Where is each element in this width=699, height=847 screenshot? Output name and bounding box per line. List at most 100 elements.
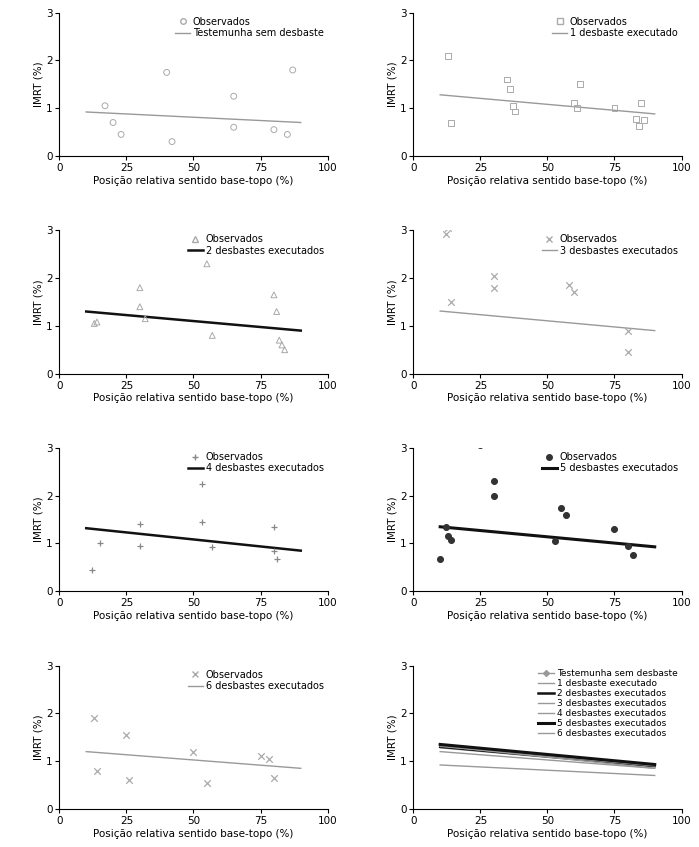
Y-axis label: IMRT (%): IMRT (%) [33,280,43,324]
Point [228,90,239,103]
Point [196,515,207,529]
Point [92,315,103,329]
Point [188,745,199,758]
Point [263,752,274,766]
Point [99,99,110,113]
Y-axis label: IMRT (%): IMRT (%) [33,62,43,107]
Point [502,73,513,86]
Y-axis label: IMRT (%): IMRT (%) [33,715,43,760]
Point [268,123,280,136]
Point [555,501,566,514]
Point [207,329,218,342]
Point [134,539,145,552]
Point [268,544,280,557]
Point [622,324,633,337]
Point [94,537,106,551]
Point [134,518,145,531]
Point [488,474,499,488]
Point [268,288,280,302]
Point [507,99,518,113]
Point [445,296,456,309]
Point [134,281,145,295]
Point [271,305,282,318]
Point [282,128,293,141]
Point [635,97,647,110]
Point [86,563,97,577]
Point [255,750,266,763]
Legend: Observados, 3 desbastes executados: Observados, 3 desbastes executados [541,233,679,257]
Point [201,776,212,789]
Point [442,529,454,543]
X-axis label: Posição relativa sentido base-topo (%): Posição relativa sentido base-topo (%) [447,175,648,185]
Point [268,520,280,534]
Point [609,102,620,115]
Point [622,539,633,552]
Point [633,119,644,133]
Point [134,300,145,313]
Point [488,281,499,295]
X-axis label: Posição relativa sentido base-topo (%): Posição relativa sentido base-topo (%) [447,611,648,621]
Point [268,771,280,784]
Point [108,116,119,130]
Point [207,540,218,554]
Point [571,102,582,115]
Point [628,549,639,562]
Point [442,49,454,63]
Point [563,279,575,292]
Y-axis label: IMRT (%): IMRT (%) [387,280,397,324]
Point [574,78,585,91]
Point [488,269,499,283]
Legend: Observados, 2 desbastes executados: Observados, 2 desbastes executados [187,233,324,257]
Point [228,120,239,134]
Legend: Observados, 5 desbastes executados: Observados, 5 desbastes executados [541,451,679,474]
Point [196,477,207,490]
Point [124,773,135,787]
Point [271,552,282,566]
Point [569,285,580,299]
Y-axis label: IMRT (%): IMRT (%) [33,497,43,542]
Y-axis label: IMRT (%): IMRT (%) [387,715,397,760]
Point [569,97,580,110]
Point [475,438,486,451]
Point [442,221,454,235]
Point [550,534,561,548]
Point [488,489,499,502]
Point [435,552,446,566]
Y-axis label: IMRT (%): IMRT (%) [387,62,397,107]
Point [166,135,178,148]
X-axis label: Posição relativa sentido base-topo (%): Posição relativa sentido base-topo (%) [93,393,294,403]
Legend: Observados, 4 desbastes executados: Observados, 4 desbastes executados [187,451,324,474]
Point [201,257,212,270]
Point [279,343,290,357]
Point [638,113,649,127]
Point [561,508,572,522]
Point [115,128,127,141]
Legend: Observados, Testemunha sem desbaste: Observados, Testemunha sem desbaste [174,15,324,39]
Point [161,65,172,79]
Point [440,520,451,534]
Point [622,346,633,359]
X-axis label: Posição relativa sentido base-topo (%): Posição relativa sentido base-topo (%) [93,611,294,621]
Point [445,533,456,546]
Point [510,105,521,119]
Point [609,523,620,536]
Legend: Observados, 1 desbaste executado: Observados, 1 desbaste executado [552,15,679,39]
X-axis label: Posição relativa sentido base-topo (%): Posição relativa sentido base-topo (%) [93,828,294,839]
Point [440,227,451,241]
Point [89,711,100,725]
Point [140,312,151,325]
Point [445,117,456,130]
Point [89,317,100,330]
Point [504,82,515,96]
X-axis label: Posição relativa sentido base-topo (%): Posição relativa sentido base-topo (%) [447,828,648,839]
Point [92,764,103,778]
Point [287,64,298,77]
Point [276,338,287,352]
Legend: Testemunha sem desbaste, 1 desbaste executado, 2 desbastes executados, 3 desbast: Testemunha sem desbaste, 1 desbaste exec… [538,668,679,739]
Point [121,728,132,742]
Y-axis label: IMRT (%): IMRT (%) [387,497,397,542]
Legend: Observados, 6 desbastes executados: Observados, 6 desbastes executados [187,668,324,692]
Point [274,334,285,347]
Point [630,112,642,125]
X-axis label: Posição relativa sentido base-topo (%): Posição relativa sentido base-topo (%) [93,175,294,185]
